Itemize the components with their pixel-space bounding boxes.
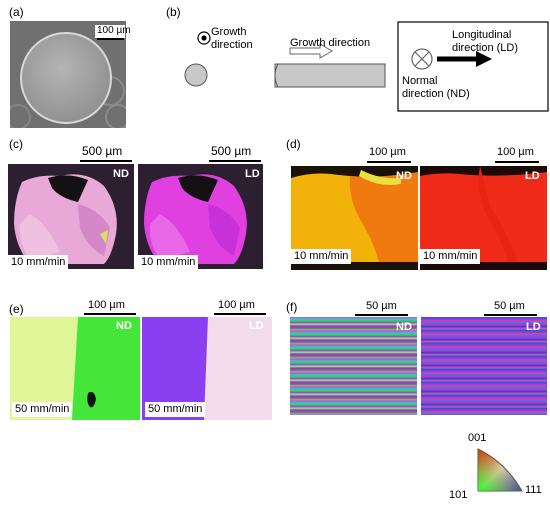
panel-b-schematic <box>184 21 549 112</box>
panel-f-right-scale-bar <box>484 314 537 316</box>
panel-d-left-scale-bar <box>367 161 411 163</box>
panel-b-label: (b) <box>166 5 181 19</box>
panel-c-right-speed: 10 mm/min <box>138 255 199 270</box>
ipf-legend-111: 111 <box>525 484 542 496</box>
panel-e-ld-tag: LD <box>249 320 264 332</box>
panel-f-label: (f) <box>286 300 298 314</box>
panel-f-right-scale-text: 50 µm <box>494 300 525 312</box>
panel-e-nd-tag: ND <box>116 320 132 332</box>
panel-c-nd-map <box>8 164 134 269</box>
panel-e-left-scale-text: 100 µm <box>88 299 125 311</box>
normal-direction-label: Normal direction (ND) <box>402 75 470 100</box>
ipf-legend-101: 101 <box>449 489 468 501</box>
panel-d-label: (d) <box>286 137 301 151</box>
panel-c-label: (c) <box>9 137 23 151</box>
panel-d-left-scale-text: 100 µm <box>369 146 406 158</box>
panel-c-ld-tag: LD <box>245 168 260 180</box>
panel-d-ld-tag: LD <box>525 170 540 182</box>
ipf-legend-001: 001 <box>468 432 487 444</box>
panel-c-right-scale-text: 500 µm <box>211 144 252 158</box>
panel-a-scale-bar <box>97 38 124 40</box>
panel-c-left-scale-text: 500 µm <box>82 144 123 158</box>
ipf-triangle-icon <box>477 448 523 492</box>
panel-e-right-scale-bar <box>214 313 266 315</box>
wire-cross-section-icon <box>184 63 208 87</box>
panel-f-left-scale-text: 50 µm <box>366 300 397 312</box>
panel-c-right-scale-bar <box>209 160 261 162</box>
panel-f-ld-tag: LD <box>526 321 541 333</box>
panel-a-scale-bg <box>95 25 125 38</box>
growth-direction-label-1: Growth direction <box>211 26 253 51</box>
panel-c-nd-tag: ND <box>113 168 129 180</box>
panel-d-right-scale-text: 100 µm <box>497 146 534 158</box>
panel-e-left-speed: 50 mm/min <box>12 402 73 417</box>
panel-e-ld-map <box>142 317 272 420</box>
panel-a-scale-text: 100 µm <box>97 25 131 36</box>
panel-f-nd-tag: ND <box>396 321 412 333</box>
panel-e-right-scale-text: 100 µm <box>218 299 255 311</box>
panel-d-right-scale-bar <box>495 161 539 163</box>
wire-rod-icon <box>274 63 386 88</box>
panel-f-nd-map <box>290 317 417 415</box>
panel-c-ld-map <box>138 164 263 269</box>
panel-a-label: (a) <box>9 5 24 19</box>
panel-e-right-speed: 50 mm/min <box>145 402 206 417</box>
panel-c-left-scale-bar <box>80 160 132 162</box>
panel-c-left-speed: 10 mm/min <box>8 255 69 270</box>
panel-d-right-speed: 10 mm/min <box>420 249 481 264</box>
panel-e-label: (e) <box>9 302 24 316</box>
panel-e-nd-map <box>10 317 140 420</box>
panel-e-left-scale-bar <box>84 313 136 315</box>
panel-d-nd-tag: ND <box>396 170 412 182</box>
longitudinal-direction-label: Longitudinal direction (LD) <box>452 29 519 54</box>
panel-f-left-scale-bar <box>355 314 408 316</box>
panel-d-left-speed: 10 mm/min <box>291 249 352 264</box>
growth-direction-label-2: Growth direction <box>290 37 371 49</box>
growth-arrow-icon <box>289 43 333 59</box>
panel-f-ld-map <box>421 317 547 415</box>
